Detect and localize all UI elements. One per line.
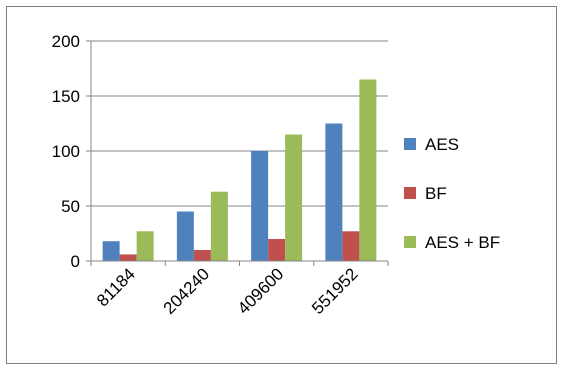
bar-aes-409600 <box>251 151 269 261</box>
bar-aes-bf-81184 <box>136 231 154 261</box>
bar-aes-551952 <box>325 123 343 261</box>
bar-bf-81184 <box>119 254 137 261</box>
y-tick-label: 100 <box>52 142 80 161</box>
y-tick-label: 0 <box>71 252 80 271</box>
axes <box>86 40 389 266</box>
bar-aes-81184 <box>102 241 120 261</box>
bar-aes-bf-551952 <box>359 79 377 261</box>
legend-swatch-aes-bf <box>404 236 416 248</box>
y-tick-label: 200 <box>52 32 80 51</box>
legend-label-aes-bf: AES + BF <box>425 233 500 252</box>
x-tick-labels: 81184 204240 409600 551952 <box>93 264 362 318</box>
x-tick-label: 81184 <box>93 264 139 310</box>
y-tick-label: 150 <box>52 87 80 106</box>
bar-bf-409600 <box>268 239 286 261</box>
y-tick-labels: 0 50 100 150 200 <box>52 32 80 271</box>
x-tick-label: 409600 <box>234 264 288 318</box>
legend-swatch-bf <box>404 187 416 199</box>
bars <box>102 79 377 261</box>
legend-label-aes: AES <box>425 135 459 154</box>
legend-swatch-aes <box>404 138 416 150</box>
x-tick-label: 204240 <box>160 264 214 318</box>
bar-aes-bf-204240 <box>210 191 228 261</box>
x-tick-label: 551952 <box>308 264 362 318</box>
bar-aes-bf-409600 <box>285 134 303 261</box>
y-tick-label: 50 <box>61 197 80 216</box>
bar-aes-204240 <box>176 211 194 261</box>
bar-bf-551952 <box>342 231 360 261</box>
legend-label-bf: BF <box>425 184 447 203</box>
gridlines <box>91 40 388 207</box>
chart-frame <box>6 6 557 364</box>
bar-bf-204240 <box>193 250 211 261</box>
legend: AES BF AES + BF <box>404 135 500 252</box>
